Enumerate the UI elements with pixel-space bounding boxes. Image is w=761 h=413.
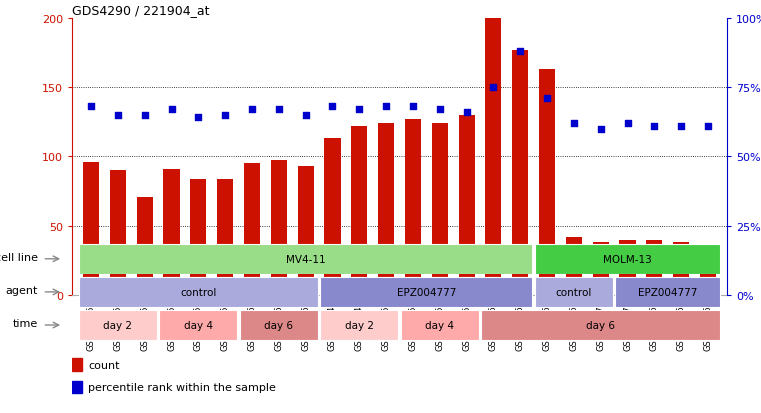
Text: MV4-11: MV4-11 <box>286 254 326 264</box>
Bar <box>164 169 180 295</box>
Bar <box>535 244 720 274</box>
Text: time: time <box>12 319 38 329</box>
Text: MOLM-13: MOLM-13 <box>603 254 652 264</box>
Point <box>648 123 661 130</box>
Text: EPZ004777: EPZ004777 <box>638 287 697 297</box>
Bar <box>700 247 716 295</box>
Point <box>219 112 231 119</box>
Bar <box>512 50 528 295</box>
Text: GDS4290 / 221904_at: GDS4290 / 221904_at <box>72 5 210 17</box>
Bar <box>539 70 555 295</box>
Bar <box>646 240 662 295</box>
Bar <box>72 358 82 371</box>
Bar <box>405 120 421 295</box>
Text: cell line: cell line <box>0 253 38 263</box>
Bar <box>566 237 582 295</box>
Point <box>193 115 205 121</box>
Bar <box>482 311 720 340</box>
Point <box>675 123 687 130</box>
Bar <box>83 162 99 295</box>
Point <box>85 104 97 110</box>
Point <box>246 107 258 113</box>
Point <box>622 121 634 127</box>
Point <box>165 107 177 113</box>
Bar <box>79 278 318 307</box>
Text: count: count <box>88 360 119 370</box>
Point <box>380 104 392 110</box>
Point <box>326 104 339 110</box>
Point <box>568 121 580 127</box>
Text: percentile rank within the sample: percentile rank within the sample <box>88 382 276 392</box>
Point <box>407 104 419 110</box>
Point <box>594 126 607 133</box>
Text: control: control <box>556 287 592 297</box>
Bar <box>616 278 720 307</box>
Bar <box>593 243 609 295</box>
Bar <box>160 311 237 340</box>
Point <box>702 123 714 130</box>
Point <box>460 109 473 116</box>
Text: day 2: day 2 <box>103 320 132 330</box>
Bar <box>352 126 368 295</box>
Text: EPZ004777: EPZ004777 <box>396 287 456 297</box>
Bar <box>486 19 501 295</box>
Bar <box>324 139 340 295</box>
Point <box>487 85 499 91</box>
Text: control: control <box>180 287 217 297</box>
Text: day 4: day 4 <box>184 320 213 330</box>
Bar <box>535 278 613 307</box>
Bar <box>271 161 287 295</box>
Bar <box>320 278 532 307</box>
Bar <box>190 179 206 295</box>
Point <box>353 107 365 113</box>
Bar <box>459 116 475 295</box>
Bar <box>619 240 635 295</box>
Bar <box>673 243 689 295</box>
Bar <box>217 179 233 295</box>
Text: day 4: day 4 <box>425 320 454 330</box>
Text: day 6: day 6 <box>264 320 293 330</box>
Bar <box>320 311 398 340</box>
Point <box>300 112 312 119</box>
Bar <box>401 311 479 340</box>
Bar <box>137 197 153 295</box>
Point <box>514 48 527 55</box>
Point <box>434 107 446 113</box>
Bar <box>79 244 532 274</box>
Text: day 6: day 6 <box>586 320 615 330</box>
Bar <box>72 381 82 393</box>
Bar <box>431 124 447 295</box>
Bar <box>244 164 260 295</box>
Bar <box>298 166 314 295</box>
Text: agent: agent <box>5 286 38 296</box>
Bar <box>110 171 126 295</box>
Point <box>272 107 285 113</box>
Point <box>541 95 553 102</box>
Bar <box>79 311 157 340</box>
Bar <box>378 124 394 295</box>
Text: day 2: day 2 <box>345 320 374 330</box>
Bar <box>240 311 318 340</box>
Point <box>112 112 124 119</box>
Point <box>139 112 151 119</box>
